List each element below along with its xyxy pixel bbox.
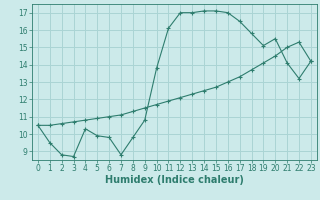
X-axis label: Humidex (Indice chaleur): Humidex (Indice chaleur) xyxy=(105,175,244,185)
